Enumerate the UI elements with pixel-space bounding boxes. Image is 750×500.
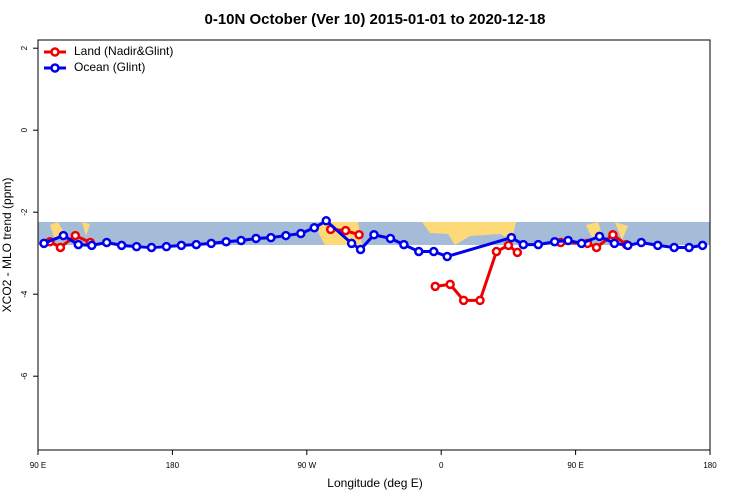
point bbox=[340, 225, 351, 236]
x-tick-label: 90 E bbox=[567, 461, 583, 470]
y-tick-label: -4 bbox=[20, 290, 29, 298]
point bbox=[414, 246, 424, 257]
point bbox=[309, 223, 320, 233]
point bbox=[503, 240, 514, 251]
point bbox=[251, 233, 261, 244]
point bbox=[116, 240, 127, 251]
point bbox=[445, 279, 455, 290]
y-axis-label: XCO2 - MLO trend (ppm) bbox=[0, 178, 14, 313]
point bbox=[221, 236, 231, 247]
point bbox=[58, 230, 69, 241]
point bbox=[608, 230, 618, 240]
point bbox=[266, 232, 276, 243]
point bbox=[549, 236, 560, 247]
point bbox=[442, 251, 452, 262]
point bbox=[428, 246, 439, 257]
legend-marker bbox=[50, 63, 60, 73]
point bbox=[506, 232, 517, 243]
point bbox=[281, 230, 291, 241]
legend-label: Land (Nadir&Glint) bbox=[74, 44, 173, 58]
point bbox=[609, 238, 620, 249]
y-tick-label: 2 bbox=[20, 45, 29, 50]
point bbox=[39, 238, 49, 249]
point bbox=[563, 235, 573, 246]
point bbox=[399, 239, 409, 250]
legend-marker bbox=[50, 47, 60, 57]
plot-frame bbox=[37, 39, 711, 451]
x-tick-label: 180 bbox=[166, 461, 180, 470]
point bbox=[206, 238, 216, 249]
y-tick-label: -6 bbox=[20, 372, 29, 380]
point bbox=[458, 295, 469, 306]
y-tick-label: -2 bbox=[20, 208, 29, 216]
land-patch bbox=[615, 222, 628, 240]
point bbox=[191, 239, 202, 250]
point bbox=[636, 237, 647, 248]
point bbox=[73, 239, 84, 250]
point bbox=[594, 231, 605, 242]
land-patch bbox=[422, 222, 516, 245]
point bbox=[576, 238, 587, 249]
y-tick-label: 0 bbox=[20, 127, 29, 132]
point bbox=[652, 240, 663, 251]
point bbox=[70, 230, 81, 241]
point bbox=[355, 244, 366, 255]
point bbox=[161, 241, 172, 252]
point bbox=[491, 246, 502, 257]
point bbox=[354, 230, 364, 240]
point bbox=[296, 228, 306, 239]
point bbox=[55, 242, 66, 253]
point bbox=[236, 235, 246, 246]
legend-label: Ocean (Glint) bbox=[74, 60, 145, 74]
x-tick-label: 90 E bbox=[30, 461, 46, 470]
point bbox=[87, 240, 97, 251]
point bbox=[385, 233, 396, 244]
point bbox=[518, 239, 529, 250]
point bbox=[623, 240, 633, 251]
point bbox=[684, 242, 694, 253]
x-tick-label: 0 bbox=[439, 461, 444, 470]
point bbox=[131, 241, 142, 252]
point bbox=[321, 216, 331, 226]
point bbox=[369, 230, 379, 240]
point bbox=[101, 237, 112, 248]
chart-title: 0-10N October (Ver 10) 2015-01-01 to 202… bbox=[204, 11, 545, 28]
x-axis-label: Longitude (deg E) bbox=[327, 476, 422, 490]
point bbox=[176, 240, 187, 251]
point bbox=[512, 247, 523, 258]
point bbox=[669, 242, 679, 253]
point bbox=[346, 238, 357, 249]
land-patch bbox=[82, 222, 90, 236]
x-tick-label: 180 bbox=[703, 461, 717, 470]
point bbox=[533, 239, 544, 250]
x-tick-label: 90 W bbox=[297, 461, 316, 470]
point bbox=[697, 240, 708, 251]
point bbox=[146, 242, 157, 253]
point bbox=[475, 295, 485, 306]
point bbox=[591, 242, 602, 253]
point bbox=[430, 281, 440, 292]
